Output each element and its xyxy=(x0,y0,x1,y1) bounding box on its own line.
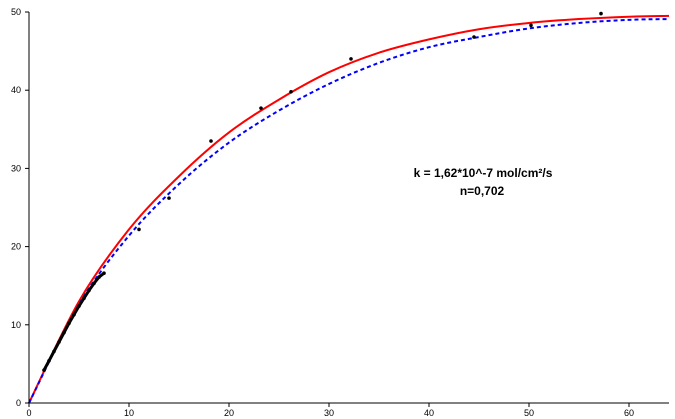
dense-data-segment xyxy=(52,340,61,353)
data-point xyxy=(529,23,533,28)
dense-data-segment xyxy=(62,321,71,335)
x-tick-label: 20 xyxy=(224,408,234,418)
dense-data-segment xyxy=(47,349,56,363)
annotation-rate-constant: k = 1,62*10^-7 mol/cm²/s xyxy=(414,166,553,180)
dense-data-segment xyxy=(57,331,66,344)
y-tick-label: 0 xyxy=(16,398,21,408)
data-point xyxy=(289,89,293,94)
y-tick-label: 40 xyxy=(11,85,21,95)
x-tick-label: 0 xyxy=(26,408,31,418)
data-point xyxy=(209,139,213,143)
dense-data-segment xyxy=(72,304,81,317)
x-axis-ticks: 0 10 20 30 40 50 60 xyxy=(26,403,634,418)
data-point xyxy=(599,11,603,16)
dense-data-segment xyxy=(67,313,76,325)
dense-data-segment xyxy=(77,296,86,308)
y-tick-label: 30 xyxy=(11,163,21,173)
y-tick-label: 10 xyxy=(11,320,21,330)
x-tick-label: 50 xyxy=(524,408,534,418)
dense-data-segment xyxy=(42,359,51,372)
dense-data-segment xyxy=(97,271,106,279)
y-axis-ticks: 0 10 20 30 40 50 xyxy=(11,7,29,408)
curves-layer xyxy=(28,14,670,404)
y-tick-label: 20 xyxy=(11,242,21,252)
data-point xyxy=(349,57,353,61)
data-point xyxy=(137,227,141,232)
model-curve-solid xyxy=(28,14,670,404)
y-tick-label: 50 xyxy=(11,7,21,17)
data-point xyxy=(167,196,171,200)
x-tick-label: 10 xyxy=(124,408,134,418)
model-curve-dashed xyxy=(28,18,670,404)
x-tick-label: 40 xyxy=(424,408,434,418)
x-tick-label: 30 xyxy=(324,408,334,418)
x-tick-label: 60 xyxy=(624,408,634,418)
dense-data-segment xyxy=(82,288,91,300)
data-point xyxy=(472,35,476,39)
axes xyxy=(28,12,669,404)
data-points-layer xyxy=(42,11,603,372)
data-point xyxy=(259,106,263,110)
annotation-order: n=0,702 xyxy=(460,184,505,198)
